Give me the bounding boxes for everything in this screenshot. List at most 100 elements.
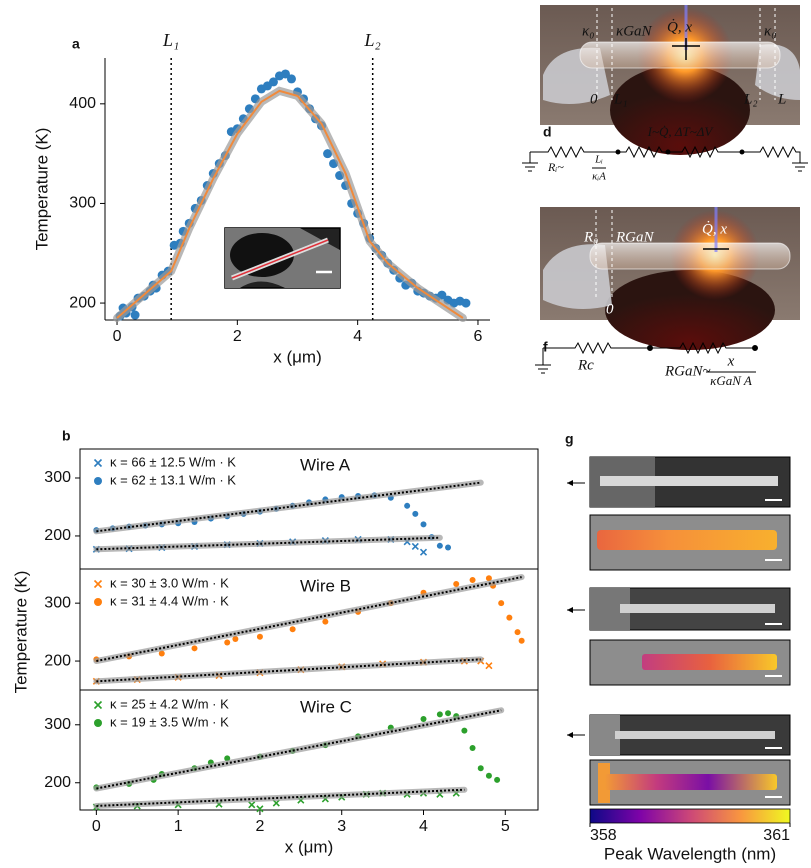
legend-label: κ = 66 ± 12.5 W/m · K bbox=[110, 454, 236, 469]
label: Rc bbox=[577, 357, 594, 373]
legend-marker bbox=[94, 598, 102, 606]
data-point bbox=[519, 638, 525, 644]
y-axis-label: Temperature (K) bbox=[32, 128, 51, 251]
data-point bbox=[421, 549, 427, 555]
colorbar-tick-label: 361 bbox=[763, 827, 790, 844]
y-tick-label: 300 bbox=[44, 716, 71, 733]
data-point bbox=[412, 543, 418, 549]
marker-line-label: L₂ bbox=[364, 30, 381, 50]
figure: a b c d e f g κ₀ κGaN Q̇, x κ₀ 0 L₁ L₂ L bbox=[0, 0, 811, 868]
label: κGaN A bbox=[710, 373, 752, 388]
microscopy-images bbox=[567, 457, 790, 805]
x-tick-label: 1 bbox=[174, 818, 183, 835]
data-point bbox=[494, 777, 500, 783]
wire-label: Wire C bbox=[300, 697, 352, 716]
label: Q̇, x bbox=[702, 221, 727, 237]
label: I~Q̇, ΔT~ΔV bbox=[647, 124, 715, 139]
x-tick-label: 0 bbox=[92, 818, 101, 835]
x-tick-label: 5 bbox=[501, 818, 510, 835]
x-tick-label: 2 bbox=[233, 328, 242, 345]
x-tick-label: 4 bbox=[419, 818, 428, 835]
panel-label: d bbox=[543, 124, 552, 140]
label: L₂ bbox=[743, 91, 758, 107]
data-point bbox=[515, 629, 521, 635]
page: { "panel_labels": ["a", "b", "c", "d", "… bbox=[0, 0, 811, 868]
label: κ₀ bbox=[764, 23, 776, 39]
x-axis-label: x (μm) bbox=[273, 347, 322, 366]
y-tick-label: 400 bbox=[69, 95, 96, 112]
device-render bbox=[540, 207, 800, 350]
x-axis-label: x (μm) bbox=[285, 837, 334, 856]
label: κ₀ bbox=[582, 23, 594, 39]
x-tick-label: 3 bbox=[337, 818, 346, 835]
y-tick-label: 200 bbox=[44, 652, 71, 669]
data-point bbox=[224, 640, 230, 646]
wire-label: Wire B bbox=[300, 576, 351, 595]
data-point bbox=[322, 619, 328, 625]
data-point bbox=[470, 577, 476, 583]
legend-label: κ = 62 ± 13.1 W/m · K bbox=[110, 472, 236, 487]
data-point bbox=[461, 299, 470, 308]
legend-marker bbox=[94, 477, 102, 485]
colorbar-tick-label: 358 bbox=[590, 827, 617, 844]
colorbar-label: Peak Wavelength (nm) bbox=[604, 844, 776, 863]
legend-label: κ = 31 ± 4.4 W/m · K bbox=[110, 593, 229, 608]
data-point bbox=[453, 581, 459, 587]
panel-label: g bbox=[565, 431, 574, 447]
data-point bbox=[478, 765, 484, 771]
label: L bbox=[777, 91, 786, 107]
label: L₁ bbox=[613, 91, 628, 107]
legend-marker bbox=[95, 581, 102, 588]
data-point bbox=[404, 503, 410, 509]
data-point bbox=[470, 745, 476, 751]
legend-marker bbox=[94, 719, 102, 727]
data-point bbox=[421, 521, 427, 527]
data-point bbox=[461, 728, 467, 734]
wire-label: Wire A bbox=[300, 455, 351, 474]
data-point bbox=[486, 773, 492, 779]
data-point bbox=[498, 600, 504, 606]
legend-label: κ = 19 ± 3.5 W/m · K bbox=[110, 714, 229, 729]
y-tick-label: 300 bbox=[44, 594, 71, 611]
x-tick-label: 4 bbox=[353, 328, 362, 345]
legend-label: κ = 30 ± 3.0 W/m · K bbox=[110, 575, 229, 590]
label: R₀ bbox=[583, 229, 598, 245]
x-tick-label: 2 bbox=[255, 818, 264, 835]
data-point bbox=[290, 626, 296, 632]
data-point bbox=[412, 511, 418, 517]
label: 0 bbox=[606, 301, 614, 317]
label: RGaN~ bbox=[664, 363, 711, 379]
data-point bbox=[287, 74, 296, 83]
data-point bbox=[257, 634, 263, 640]
label: x bbox=[727, 353, 735, 369]
data-point bbox=[421, 716, 427, 722]
inset-image bbox=[225, 228, 340, 288]
y-tick-label: 200 bbox=[69, 294, 96, 311]
label: Rᵢ~ bbox=[547, 160, 564, 174]
data-point bbox=[445, 710, 451, 716]
data-point bbox=[192, 645, 198, 651]
legend-label: κ = 25 ± 4.2 W/m · K bbox=[110, 696, 229, 711]
legend-marker bbox=[95, 460, 102, 467]
data-point bbox=[437, 711, 443, 717]
data-point bbox=[131, 311, 140, 320]
marker-line-label: L₁ bbox=[162, 30, 179, 50]
label: Q̇, x bbox=[667, 19, 692, 35]
y-tick-label: 300 bbox=[44, 469, 71, 486]
label: Lᵢ bbox=[594, 154, 603, 166]
data-point bbox=[437, 543, 443, 549]
x-tick-label: 0 bbox=[113, 328, 122, 345]
data-point bbox=[506, 615, 512, 621]
panel-label: a bbox=[72, 36, 80, 52]
y-axis-label: Temperature (K) bbox=[11, 571, 30, 694]
label: RGaN bbox=[615, 229, 654, 245]
label: 0 bbox=[590, 91, 598, 107]
y-tick-label: 200 bbox=[44, 774, 71, 791]
panel-label: f bbox=[543, 339, 548, 355]
label: κᵢA bbox=[592, 171, 606, 183]
circuit bbox=[535, 343, 758, 373]
data-point bbox=[486, 663, 492, 669]
y-tick-label: 200 bbox=[44, 527, 71, 544]
panel-label: b bbox=[62, 428, 71, 444]
colorbar bbox=[590, 809, 790, 823]
